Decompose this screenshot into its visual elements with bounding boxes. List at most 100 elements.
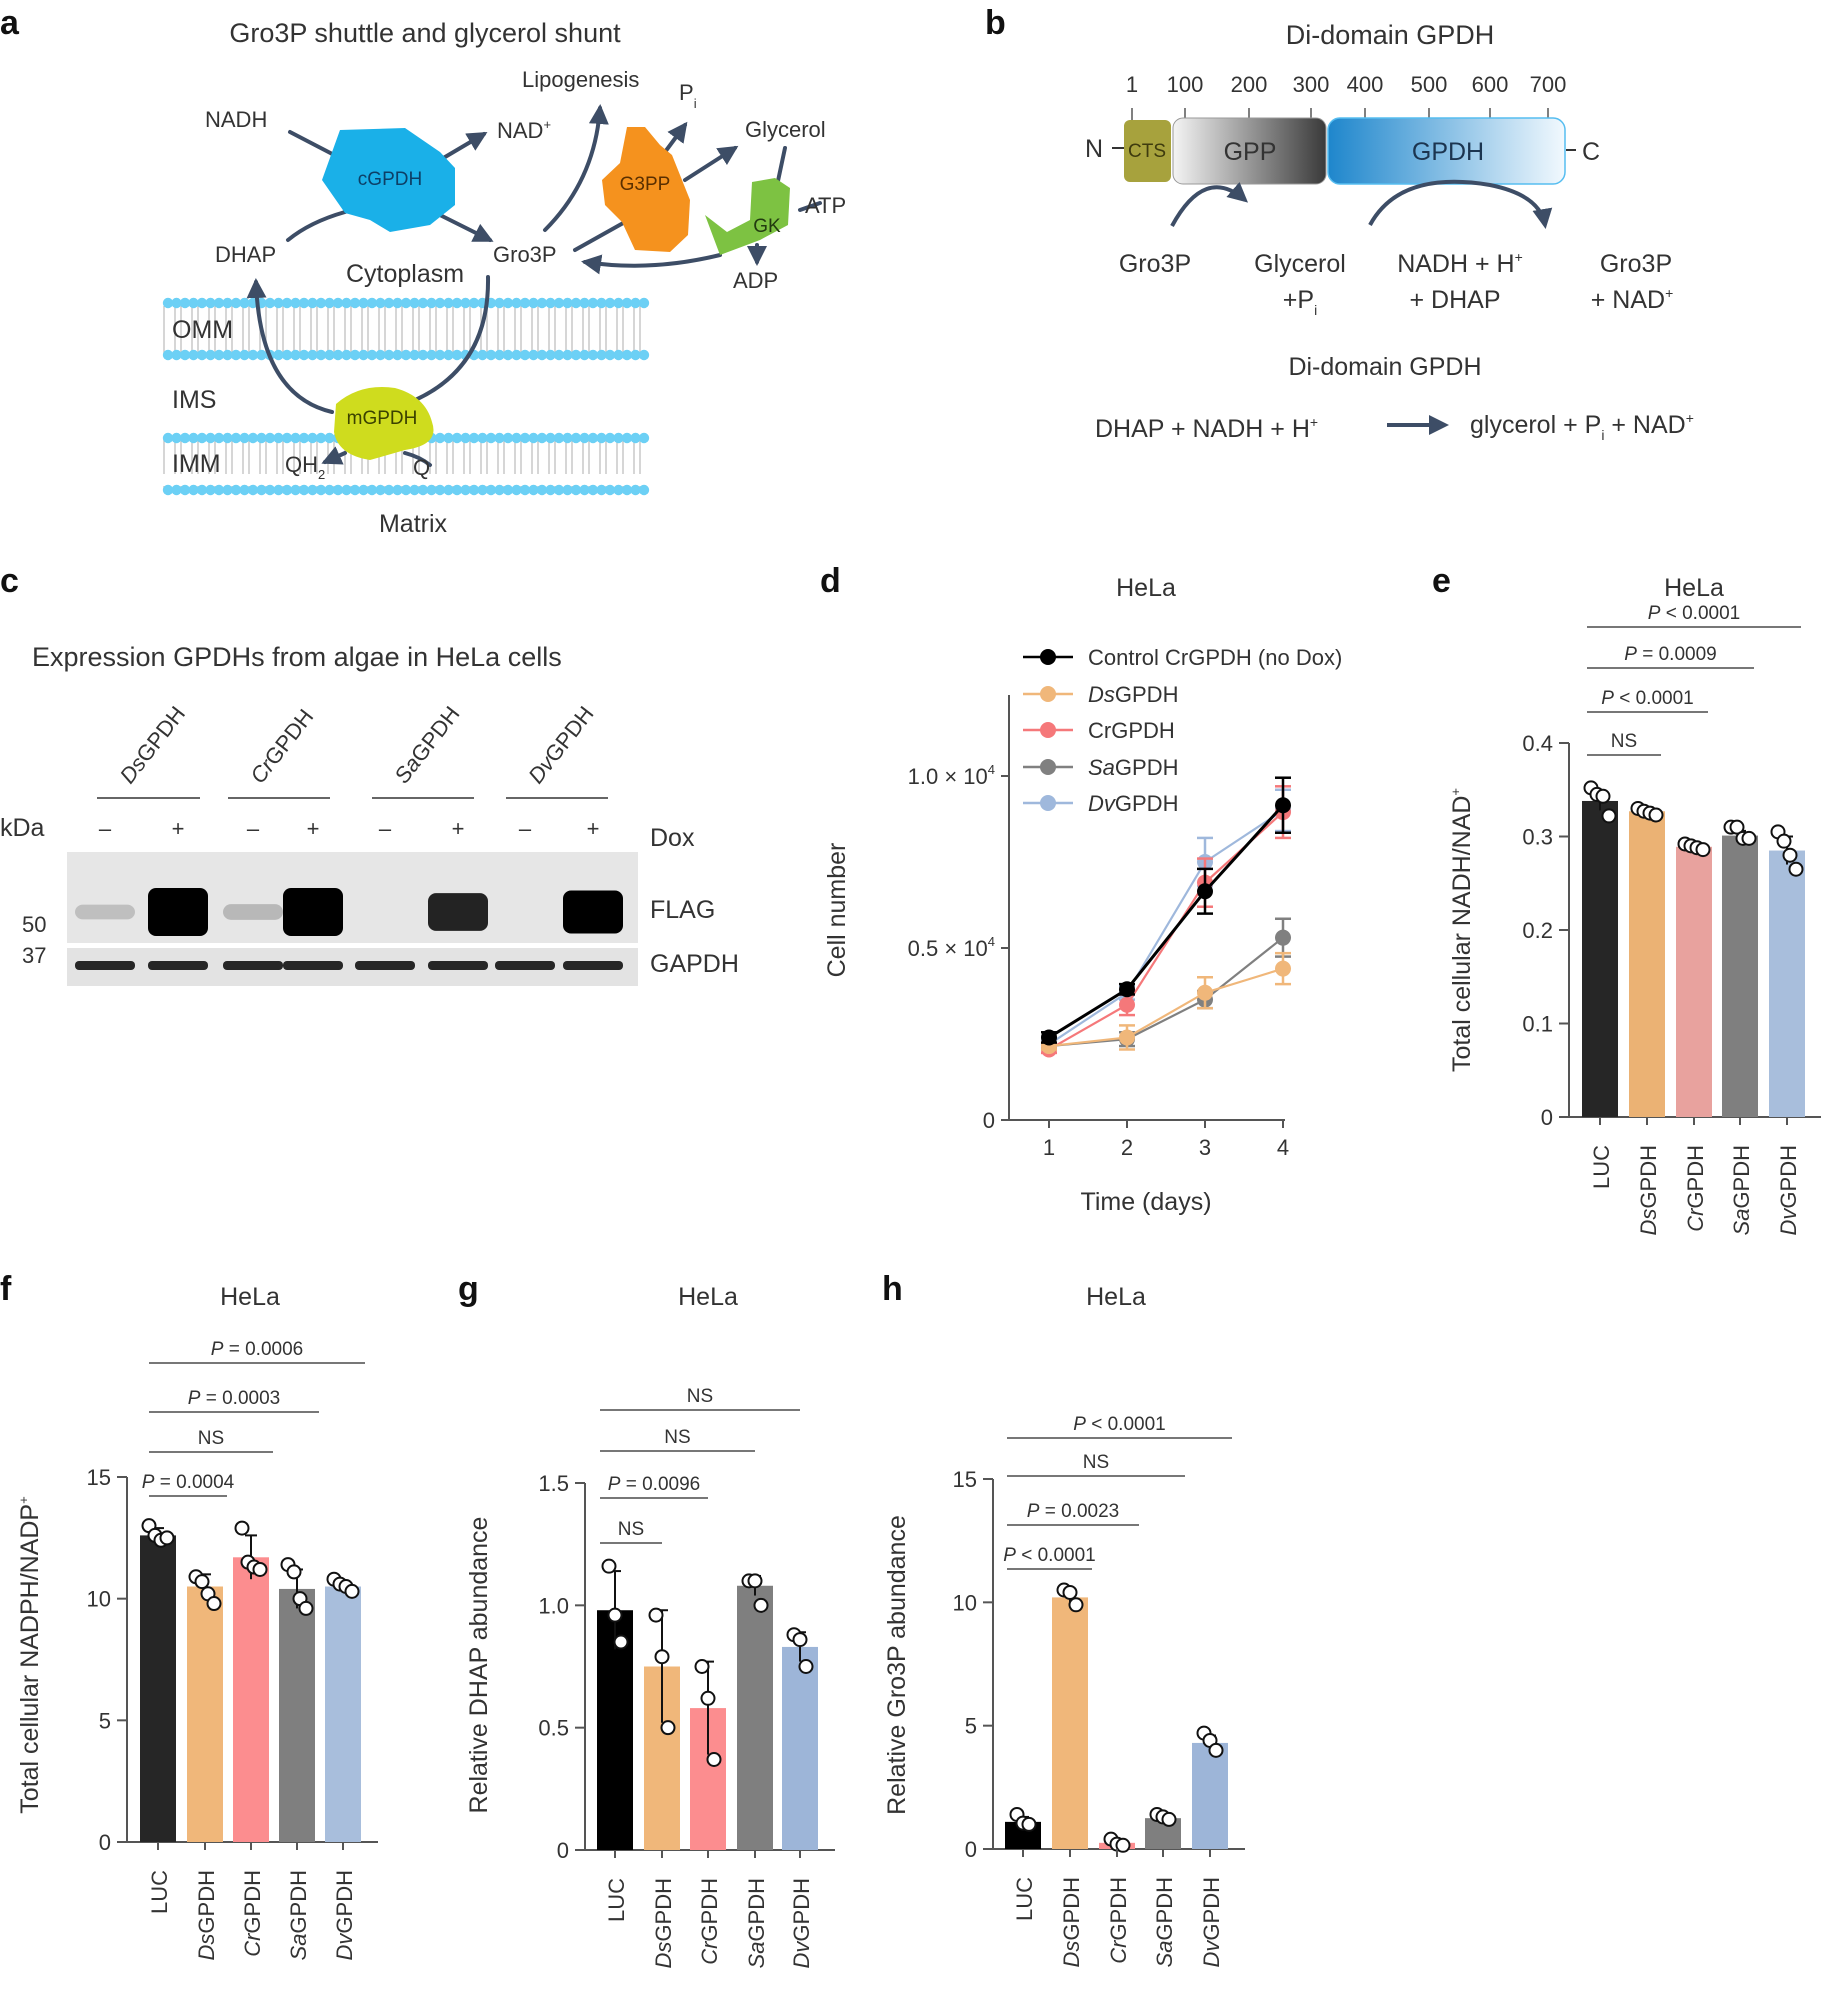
gpp-substrate: Gro3P <box>1119 250 1191 278</box>
category-label: LUC <box>604 1878 629 1922</box>
residue-tick-label: 400 <box>1347 72 1384 97</box>
lipid-head <box>519 432 531 444</box>
replicate-point <box>252 1561 268 1577</box>
lipid-head <box>621 432 633 444</box>
legend-marker <box>1040 795 1056 811</box>
flag-band <box>223 904 283 920</box>
replicate-point <box>1208 1742 1224 1758</box>
lipid-head <box>570 484 582 496</box>
gpdh-domain: GPDH <box>1327 117 1566 185</box>
label-atp: ATP <box>805 193 846 218</box>
lipid-head <box>188 484 199 496</box>
lipid-head <box>468 297 480 309</box>
arrow-q-to-mgpdh <box>403 451 432 467</box>
replicate-point <box>1729 819 1745 835</box>
data-point <box>1275 797 1291 814</box>
data-point <box>1275 929 1291 946</box>
lipid-head <box>179 297 191 309</box>
series-crgpdh <box>1041 785 1291 1058</box>
panel-e-bar-chart: HeLa 0 0.1 0.2 0.3 0.4 Total cellular NADH/NAD… <box>1448 574 1821 1235</box>
residue-tick-label: 100 <box>1167 72 1204 97</box>
dox-state: – <box>247 816 260 841</box>
lipid-head <box>256 484 267 496</box>
category-label: DsGPDH <box>651 1878 676 1968</box>
lipid-head <box>528 432 539 444</box>
label-nad: NAD+ <box>497 117 551 143</box>
category-label: DsGPDH <box>1059 1877 1084 1967</box>
label-imm: IMM <box>172 450 221 478</box>
lipid-head <box>536 432 548 444</box>
replicate-point <box>700 1690 716 1706</box>
series-dsgpdh <box>1041 951 1291 1055</box>
lipid-head <box>162 349 174 361</box>
series-control-crgpdh-no-dox- <box>1041 776 1291 1046</box>
dox-state: – <box>99 816 112 841</box>
lipid-head <box>188 349 199 361</box>
svg-text:GPDH: GPDH <box>1412 138 1484 166</box>
y-tick-label: 1.0 <box>538 1593 569 1618</box>
lipid-head <box>502 432 514 444</box>
lipid-head <box>434 432 446 444</box>
lipid-head <box>298 432 310 444</box>
lipid-head <box>239 297 250 309</box>
lipid-head <box>460 484 471 496</box>
outer-mitochondrial-membrane <box>162 297 650 361</box>
lipid-head <box>222 484 233 496</box>
lipid-head <box>171 432 182 444</box>
p-value-label: P < 0.0001 <box>1003 1545 1095 1566</box>
legend-label: DvGPDH <box>1088 791 1178 816</box>
lipid-head <box>528 297 539 309</box>
lipid-head <box>281 432 293 444</box>
lipid-head <box>630 349 641 361</box>
lipid-head <box>502 349 514 361</box>
bar-group-dvgpdh: DvGPDH <box>1192 1725 1228 1967</box>
svg-text:cGPDH: cGPDH <box>358 169 422 190</box>
lipid-head <box>298 297 310 309</box>
replicate-point <box>1741 830 1757 846</box>
kda-label: kDa <box>0 814 45 842</box>
chart-title: HeLa <box>1116 574 1176 602</box>
lipid-head <box>545 484 556 496</box>
panel-b-diagram: Di-domain GPDH 1 100 200 300 400 500 600 700 N … <box>1085 20 1694 443</box>
lipid-head <box>443 349 454 361</box>
category-label: CrGPDH <box>697 1878 722 1965</box>
lipid-head <box>630 484 641 496</box>
lipid-head <box>417 349 429 361</box>
replicate-point <box>654 1649 670 1665</box>
overall-reaction-right: glycerol + Pi + NAD+ <box>1470 410 1694 443</box>
legend-item: Control CrGPDH (no Dox) <box>1023 645 1342 670</box>
replicate-point <box>792 1632 808 1648</box>
lipid-head <box>247 432 259 444</box>
replicate-point <box>1782 847 1798 863</box>
lipid-head <box>307 349 318 361</box>
legend-item: DsGPDH <box>1023 682 1178 707</box>
svg-text:G3PP: G3PP <box>620 174 671 195</box>
lipid-head <box>230 297 242 309</box>
replicate-point <box>660 1720 676 1736</box>
lipid-head <box>502 297 514 309</box>
bar-group-dsgpdh: DsGPDH <box>644 1607 680 1968</box>
category-label: LUC <box>1589 1145 1614 1189</box>
y-tick-label: 5 <box>965 1714 977 1739</box>
x-tick-label: 1 <box>1043 1135 1055 1160</box>
legend-label: DsGPDH <box>1088 682 1178 707</box>
lipid-head <box>247 349 259 361</box>
lipid-head <box>375 349 386 361</box>
category-label: LUC <box>147 1870 172 1914</box>
data-point <box>1275 960 1291 977</box>
panel-h-bar-chart: HeLa 0 5 10 15 Relative Gro3P abundance LUC DsG… <box>883 1283 1245 1967</box>
bar <box>140 1535 176 1842</box>
lipid-head <box>579 297 590 309</box>
significance-bracket: P = 0.0006 <box>149 1339 365 1364</box>
y-tick-label: 0 <box>557 1838 569 1863</box>
lipid-head <box>409 349 420 361</box>
lipid-head <box>315 297 327 309</box>
lipid-head <box>273 432 284 444</box>
lipid-head <box>366 484 378 496</box>
bar <box>1769 850 1805 1117</box>
residue-tick-label: 600 <box>1472 72 1509 97</box>
bar <box>325 1586 361 1842</box>
svg-text:GPP: GPP <box>1224 138 1277 166</box>
replicate-point <box>1648 807 1664 823</box>
y-tick-label: 0.4 <box>1522 731 1553 756</box>
